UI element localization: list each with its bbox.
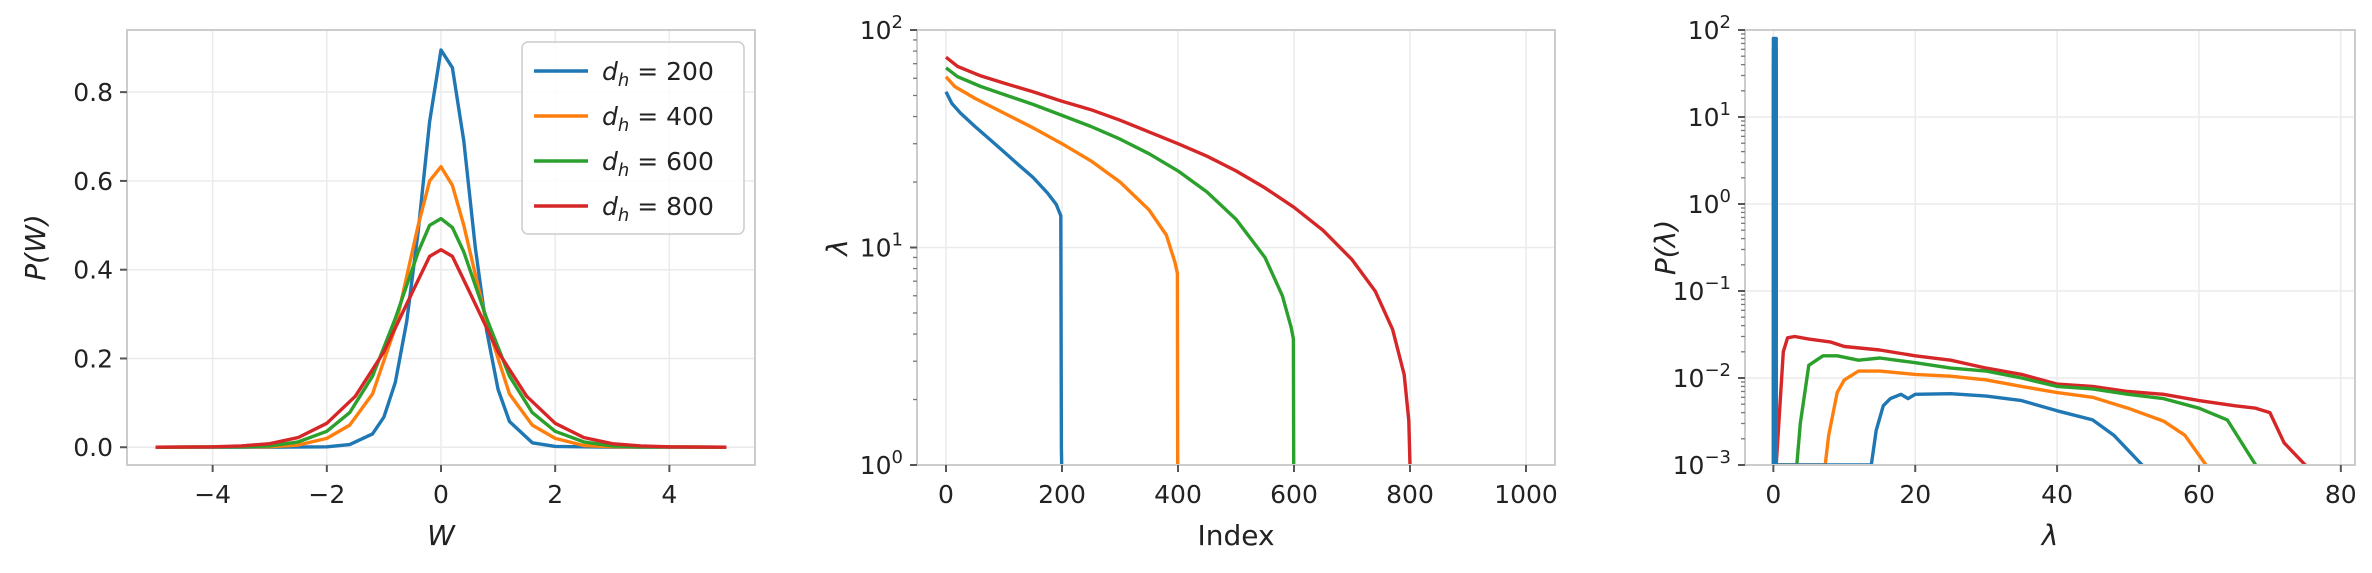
y-tick-label: 100 [860, 447, 903, 480]
x-tick-label: −4 [194, 480, 231, 509]
series-line-d600 [155, 216, 727, 449]
x-tick-label: 1000 [1494, 480, 1558, 509]
legend-box [521, 41, 745, 235]
y-tick-label: 0.4 [73, 256, 113, 285]
y-axis-label: P(W) [19, 214, 52, 280]
series-line-d600 [944, 66, 1296, 465]
legend-entry-label: dh = 400 [602, 102, 714, 136]
series-line-d800 [1771, 85, 2307, 465]
y-axis-label: λ [821, 239, 854, 258]
x-tick-label: 80 [2325, 480, 2357, 509]
series-line-d400 [944, 75, 1180, 465]
y-tick-label: 0.6 [73, 167, 113, 196]
x-tick-label: 800 [1386, 480, 1434, 509]
series-line-d800 [944, 55, 1412, 465]
x-tick-label: 400 [1154, 480, 1202, 509]
panel-eigenvalue-density: 0 20 40 60 80 10−3 10−2 10−1 100 101 102 λ P(λ) [1649, 12, 2357, 552]
x-axis-label: λ [2040, 519, 2059, 552]
y-tick-label: 10−2 [1673, 360, 1731, 393]
y-tick-label: 101 [860, 230, 903, 263]
x-tick-label: 200 [1038, 480, 1086, 509]
legend-entry-label: dh = 200 [602, 57, 714, 91]
x-tick-label: −2 [308, 480, 345, 509]
y-tick-label: 100 [1688, 186, 1731, 219]
x-tick-label: 0 [1765, 480, 1781, 509]
axes-frame [1744, 29, 2356, 466]
series-line-d200 [944, 91, 1064, 465]
y-tick-label: 101 [1688, 99, 1731, 132]
y-tick-label: 102 [860, 12, 903, 45]
series-line-d400 [1771, 47, 2208, 465]
y-tick-label: 0.0 [73, 433, 113, 462]
series-line-d200 [155, 48, 727, 449]
y-tick-label: 102 [1688, 12, 1731, 45]
x-tick-label: 0 [433, 480, 449, 509]
x-axis-label: W [427, 519, 456, 552]
legend: dh = 200 dh = 400 dh = 600 dh = 800 [521, 41, 745, 235]
series-line-d800 [155, 247, 727, 449]
series-line-d400 [155, 164, 727, 449]
y-tick-label: 10−3 [1673, 447, 1731, 480]
legend-entry-label: dh = 600 [602, 147, 714, 181]
x-axis-label: Index [1197, 519, 1274, 552]
panel-eigenvalue-spectrum: 0 200 400 600 800 1000 100 101 102 Index λ [821, 12, 1558, 552]
x-tick-label: 40 [2041, 480, 2073, 509]
y-tick-label: 0.8 [73, 78, 113, 107]
y-tick-label: 10−1 [1673, 273, 1731, 306]
x-tick-label: 60 [2183, 480, 2215, 509]
legend-entry-label: dh = 800 [602, 192, 714, 226]
series-line-d600 [1771, 62, 2258, 465]
x-tick-label: 600 [1270, 480, 1318, 509]
x-tick-label: 0 [938, 480, 954, 509]
x-tick-label: 20 [1899, 480, 1931, 509]
x-tick-label: 2 [547, 480, 563, 509]
series-line-d200 [1771, 36, 2144, 465]
x-tick-label: 4 [661, 480, 677, 509]
y-axis-label: P(λ) [1649, 220, 1682, 275]
y-tick-label: 0.2 [73, 344, 113, 373]
